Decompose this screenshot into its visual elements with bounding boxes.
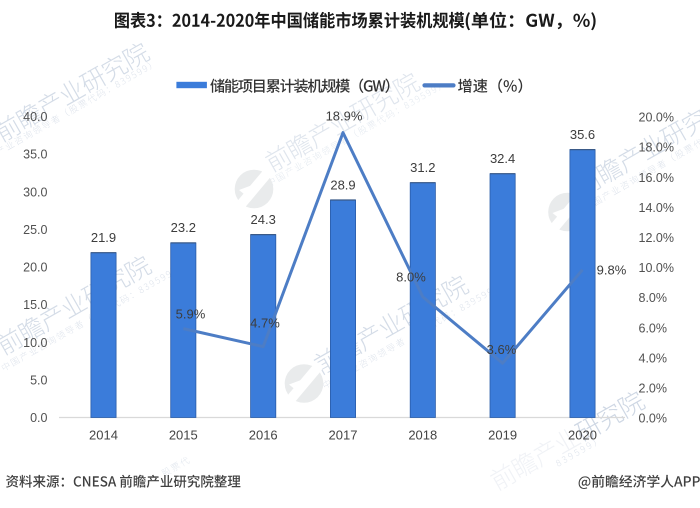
svg-text:16.0%: 16.0%: [639, 171, 674, 185]
svg-text:2015: 2015: [169, 428, 198, 443]
svg-text:3.6%: 3.6%: [487, 342, 517, 357]
svg-text:2017: 2017: [329, 428, 358, 443]
svg-text:2020: 2020: [568, 428, 597, 443]
svg-text:6.0%: 6.0%: [639, 321, 668, 335]
svg-text:2.0%: 2.0%: [639, 382, 668, 396]
svg-text:40.0: 40.0: [23, 110, 47, 124]
svg-text:18.0%: 18.0%: [639, 141, 674, 155]
svg-text:18.9%: 18.9%: [326, 109, 363, 124]
svg-text:24.3: 24.3: [251, 212, 276, 227]
svg-text:20.0: 20.0: [23, 261, 47, 275]
svg-text:35.0: 35.0: [23, 148, 47, 162]
svg-text:14.0%: 14.0%: [639, 201, 674, 215]
svg-text:2014: 2014: [89, 428, 118, 443]
svg-text:15.0: 15.0: [23, 298, 47, 312]
svg-text:4.7%: 4.7%: [250, 316, 280, 331]
svg-text:9.8%: 9.8%: [597, 263, 627, 278]
svg-text:28.9: 28.9: [330, 177, 355, 192]
svg-text:21.9: 21.9: [91, 230, 116, 245]
svg-text:12.0%: 12.0%: [639, 231, 674, 245]
svg-text:5.0: 5.0: [30, 374, 47, 388]
svg-text:35.6: 35.6: [570, 127, 595, 142]
svg-text:0.0: 0.0: [30, 411, 47, 425]
svg-text:23.2: 23.2: [171, 220, 196, 235]
svg-text:2019: 2019: [488, 428, 517, 443]
svg-text:30.0: 30.0: [23, 185, 47, 199]
svg-text:31.2: 31.2: [410, 160, 435, 175]
svg-text:8.0%: 8.0%: [639, 291, 668, 305]
svg-text:10.0: 10.0: [23, 336, 47, 350]
svg-text:8.0%: 8.0%: [396, 270, 426, 285]
svg-text:25.0: 25.0: [23, 223, 47, 237]
svg-text:2016: 2016: [249, 428, 278, 443]
svg-text:32.4: 32.4: [490, 151, 515, 166]
svg-text:20.0%: 20.0%: [639, 111, 674, 125]
svg-text:10.0%: 10.0%: [639, 261, 674, 275]
svg-text:2018: 2018: [408, 428, 437, 443]
svg-text:0.0%: 0.0%: [639, 412, 668, 426]
svg-text:4.0%: 4.0%: [639, 351, 668, 365]
svg-text:5.9%: 5.9%: [176, 307, 206, 322]
